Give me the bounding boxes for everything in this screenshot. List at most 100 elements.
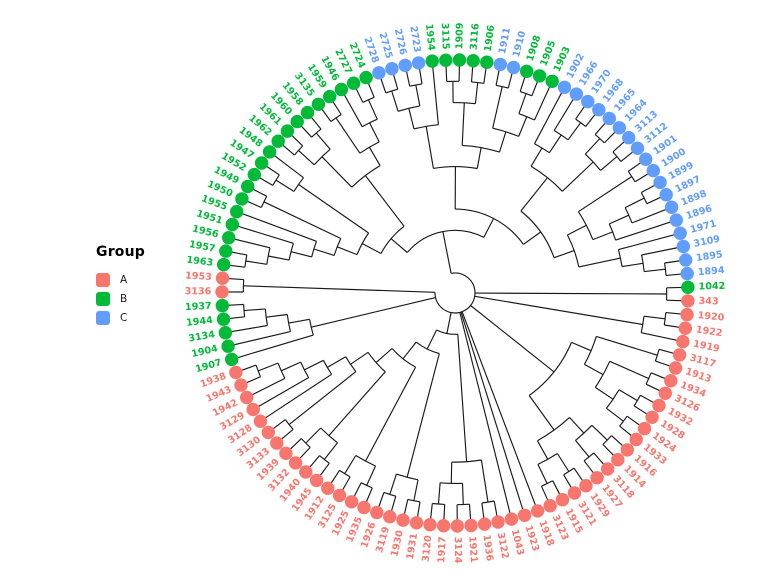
tip-dot [630,141,645,155]
tree-edge [437,482,441,505]
tip-label: 1971 [689,218,718,236]
tree-edge [305,427,322,444]
tree-edge [322,360,333,375]
tree-edge [260,196,268,208]
tip-label: 1909 [454,22,466,49]
tree-edge [313,248,335,256]
tree-edge [476,147,482,169]
tip-dot [240,390,254,405]
tree-edge [553,130,569,141]
tip-dot [466,54,480,68]
tree-edge [288,318,310,324]
tree-edge [252,377,309,410]
tip-dot [436,519,451,533]
tree-edge [243,285,436,293]
tree-edge [575,440,590,458]
tip-dot [234,378,248,392]
tree-edge [446,312,452,334]
tip-dot [668,361,683,375]
tip-dot [477,517,492,531]
tip-dot [225,352,239,367]
tree-edge [433,166,478,170]
tip-dot [288,456,303,470]
tree-edge [269,151,304,179]
tip-dot [235,192,249,206]
tree-edge [350,351,369,365]
tip-dot [452,53,467,67]
tree-edge [304,359,324,371]
tree-edge [268,255,290,261]
tip-label: 1042 [698,281,725,293]
tree-edge [528,342,573,396]
tree-edge [460,311,526,516]
tip-dot [637,421,652,436]
legend-item-b: B [96,289,145,308]
tip-label: 1944 [186,315,214,329]
tip-dot [246,402,260,417]
tip-dot [678,321,692,335]
tree-edge [592,231,613,241]
tip-dot [557,80,572,95]
tree-edge [360,482,373,489]
tip-label: 2723 [407,25,422,53]
tree-edge [474,295,643,326]
tree-edge [275,179,295,192]
tip-dot [253,414,268,428]
tip-dot [672,348,687,362]
tree-edge [390,238,408,253]
tree-edge [624,197,645,209]
tip-dot [673,226,687,240]
tip-dot [530,504,545,518]
tree-edge [594,386,614,400]
tree-edge [645,372,652,385]
tip-dot [581,94,595,109]
tip-dot [676,239,690,254]
tip-dot [517,508,532,522]
tip-label: 1936 [481,534,495,562]
tree-edge [255,364,262,377]
tree-edge [577,211,594,240]
tip-dot [425,54,439,68]
tree-edge [609,360,649,380]
legend-swatch-b-icon [96,291,110,306]
tip-dot [332,488,347,503]
tree-edge [567,224,587,236]
tree-edge [617,249,623,267]
tree-edge [361,118,378,128]
tip-dot [545,74,559,89]
tree-edge [300,361,310,378]
tree-edge [606,407,624,422]
tip-dot [300,105,315,120]
tip-label: 1917 [436,536,448,563]
tree-edge [432,502,445,505]
tip-dot [423,518,437,532]
legend-title: Group [96,244,146,260]
tree-edge [474,82,479,104]
tree-edge [530,147,543,167]
tree-edge [578,257,621,268]
tip-label: 1930 [389,529,406,558]
legend-item-a-label: A [120,273,128,286]
tip-label: 3134 [188,329,217,344]
tree-edge [369,122,380,143]
tip-dot [504,512,519,526]
tree-edge [523,231,542,245]
tip-dot [450,519,464,533]
tip-dot [230,204,244,219]
tip-dot [676,334,690,349]
tip-dot [383,510,397,524]
tip-dot [652,398,666,413]
tree-edge [470,305,555,373]
tree-edge [327,356,346,368]
tip-label: 1906 [483,24,498,52]
tip-label: 1956 [191,224,220,241]
tip-dot [280,124,295,138]
tree-edge [578,176,633,213]
tip-dot [225,217,239,232]
tree-edge [459,312,513,520]
tree-edge [361,242,382,255]
tree-edge [584,138,601,155]
tree-edge [355,455,376,467]
tip-label: 1895 [695,249,723,264]
